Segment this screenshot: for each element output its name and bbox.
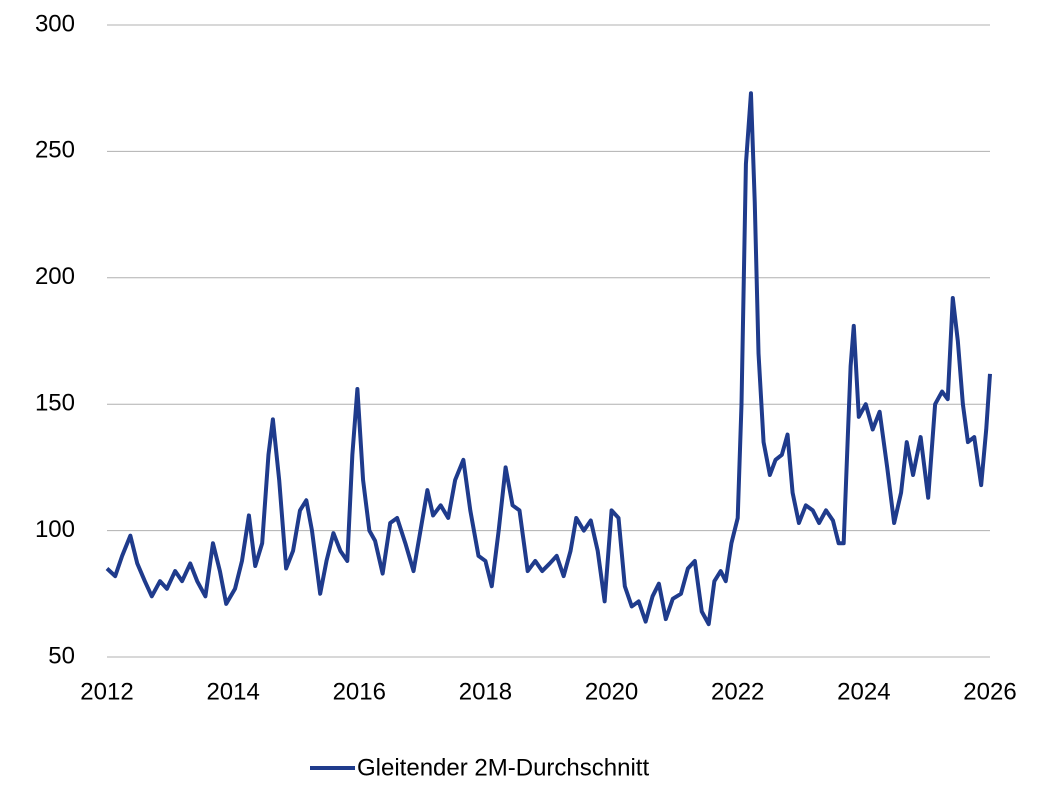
x-tick-label: 2014	[206, 678, 259, 705]
y-tick-label: 250	[35, 137, 75, 164]
x-tick-label: 2026	[963, 678, 1016, 705]
legend-label: Gleitender 2M-Durchschnitt	[357, 754, 649, 781]
y-tick-label: 300	[35, 10, 75, 37]
series-line	[105, 91, 992, 627]
y-tick-label: 200	[35, 263, 75, 290]
x-tick-label: 2012	[80, 678, 133, 705]
x-tick-label: 2022	[711, 678, 764, 705]
x-tick-label: 2024	[837, 678, 890, 705]
x-tick-label: 2016	[333, 678, 386, 705]
y-tick-label: 100	[35, 516, 75, 543]
x-tick-label: 2018	[459, 678, 512, 705]
y-tick-label: 150	[35, 390, 75, 417]
x-tick-label: 2020	[585, 678, 638, 705]
y-tick-label: 50	[48, 642, 75, 669]
